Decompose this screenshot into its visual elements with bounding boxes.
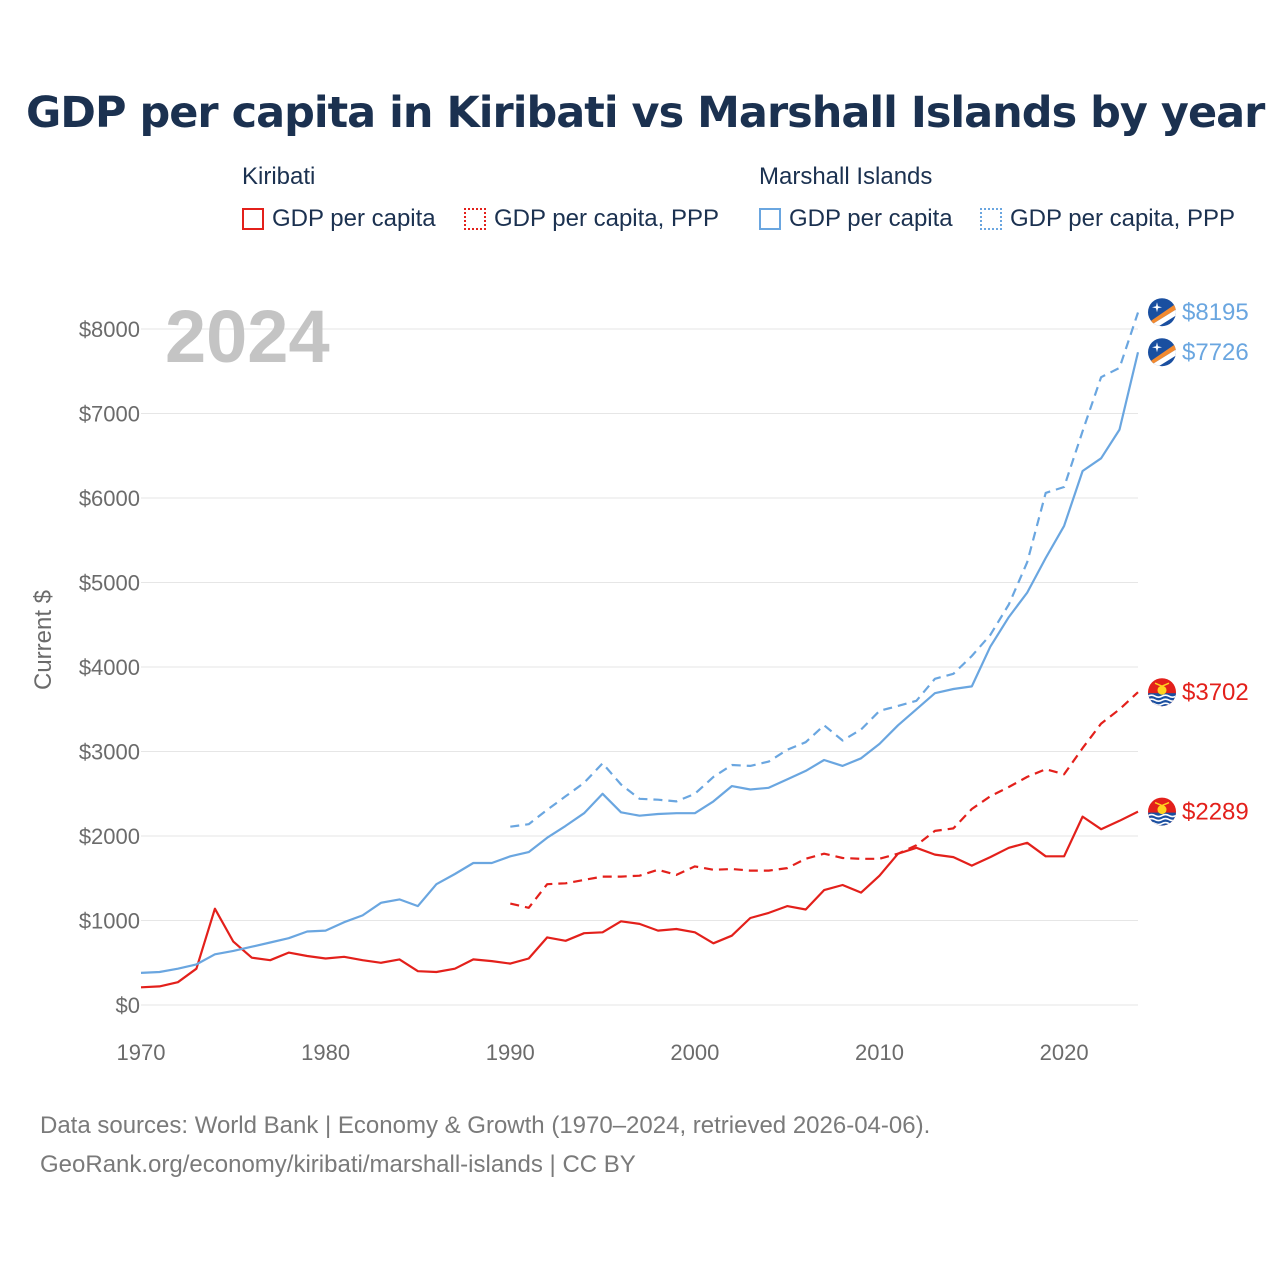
legend-item-label: GDP per capita [272, 205, 436, 232]
y-tick-label: $8000 [79, 317, 140, 342]
legend-swatch-dotted-red [464, 208, 486, 230]
legend-item-label: GDP per capita, PPP [1010, 205, 1235, 232]
x-tick-label: 1980 [301, 1040, 350, 1065]
end-value-label: $8195 [1182, 299, 1249, 326]
legend-item-kiribati-ppp[interactable]: GDP per capita, PPP [464, 205, 719, 233]
y-tick-label: $4000 [79, 655, 140, 680]
end-value-label: $3702 [1182, 679, 1249, 706]
end-value-label: $7726 [1182, 339, 1249, 366]
legend-item-marshall-gdp[interactable]: GDP per capita [759, 205, 953, 233]
series-line-0 [140, 810, 1139, 989]
x-tick-label: 1990 [486, 1040, 535, 1065]
y-axis-label: Current $ [30, 590, 57, 690]
series-lines [140, 312, 1140, 989]
series-line-3 [510, 312, 1140, 828]
kiribati-flag-icon [1148, 678, 1176, 707]
series-line-2 [140, 351, 1140, 974]
line-chart: 2024 Current $ $0 $1000 $2000 $3000 $4000 $50… [30, 295, 1249, 1065]
y-tick-label: $0 [116, 993, 140, 1018]
legend-item-kiribati-gdp[interactable]: GDP per capita [242, 205, 436, 233]
legend-item-label: GDP per capita [789, 205, 953, 232]
x-axis-ticks: 1970 1980 1990 2000 2010 2020 [117, 1040, 1089, 1065]
grid-lines [141, 328, 1138, 1006]
legend-swatch-solid-red [242, 208, 264, 230]
legend-swatch-dotted-blue [980, 208, 1002, 230]
marshall-islands-flag-icon [1148, 338, 1176, 367]
year-watermark: 2024 [165, 295, 330, 378]
y-tick-label: $2000 [79, 824, 140, 849]
footer-sources: Data sources: World Bank | Economy & Gro… [40, 1106, 930, 1184]
end-value-label: $2289 [1182, 799, 1249, 826]
kiribati-flag-icon [1148, 797, 1176, 826]
y-tick-label: $6000 [79, 486, 140, 511]
legend-item-label: GDP per capita, PPP [494, 205, 719, 232]
x-tick-label: 2000 [670, 1040, 719, 1065]
footer-line-2: GeoRank.org/economy/kiribati/marshall-is… [40, 1151, 636, 1178]
chart-title: GDP per capita in Kiribati vs Marshall I… [26, 88, 1265, 138]
x-tick-label: 2020 [1040, 1040, 1089, 1065]
legend-group-kiribati: Kiribati [242, 163, 316, 190]
legend-item-marshall-ppp[interactable]: GDP per capita, PPP [980, 205, 1235, 233]
marshall-islands-flag-icon [1148, 298, 1176, 327]
y-tick-label: $1000 [79, 909, 140, 934]
y-tick-label: $3000 [79, 740, 140, 765]
x-tick-label: 1970 [117, 1040, 166, 1065]
y-tick-label: $7000 [79, 402, 140, 427]
series-line-1 [510, 691, 1139, 909]
y-tick-label: $5000 [79, 571, 140, 596]
x-tick-label: 2010 [855, 1040, 904, 1065]
end-markers: $2289 $3702 $7726 $8195 [1148, 298, 1249, 826]
legend-group-marshall: Marshall Islands [759, 163, 933, 190]
legend-swatch-solid-blue [759, 208, 781, 230]
y-axis-ticks: $0 $1000 $2000 $3000 $4000 $5000 $6000 $7000 $80… [79, 317, 140, 1018]
footer-line-1: Data sources: World Bank | Economy & Gro… [40, 1112, 931, 1139]
